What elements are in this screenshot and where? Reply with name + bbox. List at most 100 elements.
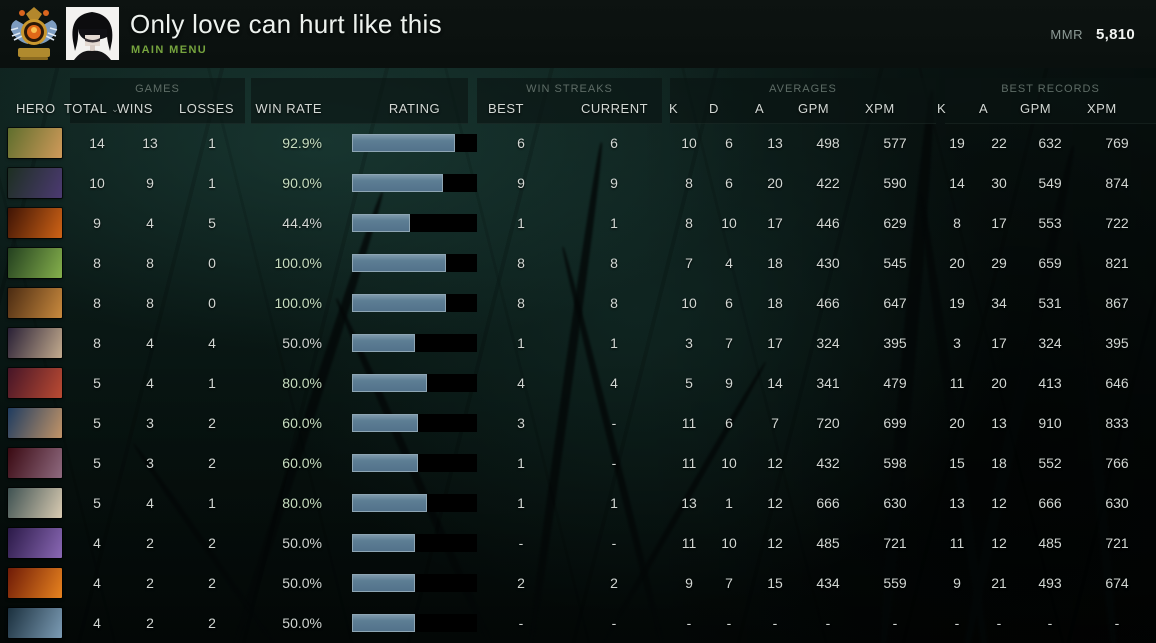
mmr-value: 5,810	[1095, 26, 1135, 43]
table-row[interactable]: 5 3 2 60.0% 1 - 11 10 12 432 598 15 18 552 766	[0, 443, 1156, 483]
column-header-losses[interactable]: LOSSES	[179, 101, 235, 116]
cell-losses: 2	[208, 535, 216, 551]
cell-hero	[8, 603, 62, 643]
hero-portrait[interactable]	[8, 168, 62, 198]
cell-total: 9	[93, 215, 101, 231]
cell-current: 1	[610, 335, 618, 351]
hero-portrait[interactable]	[8, 608, 62, 638]
column-header-current[interactable]: CURRENT	[581, 101, 649, 116]
column-header-wins[interactable]: WINS	[117, 101, 153, 116]
hero-portrait[interactable]	[8, 528, 62, 558]
cell-win-rate: 50.0%	[282, 615, 322, 631]
column-header-rating[interactable]: RATING	[388, 101, 441, 116]
column-header-avg-gpm[interactable]: GPM	[798, 101, 830, 116]
cell-win-rate: 60.0%	[282, 415, 322, 431]
cell-losses: 1	[208, 175, 216, 191]
rating-bar	[352, 534, 477, 552]
table-row[interactable]: 5 4 1 80.0% 4 4 5 9 14 341 479 11 20 413 646	[0, 363, 1156, 403]
table-row[interactable]: 14 13 1 92.9% 6 6 10 6 13 498 577 19 22 632 769	[0, 123, 1156, 163]
rating-bar-fill	[352, 174, 444, 192]
cell-current: 8	[610, 255, 618, 271]
table-row[interactable]: 8 8 0 100.0% 8 8 7 4 18 430 545 20 29 659 821	[0, 243, 1156, 283]
games-group-panel	[70, 78, 245, 124]
table-body: 14 13 1 92.9% 6 6 10 6 13 498 577 19 22 632 769 10 9 1 90.…	[0, 123, 1156, 643]
column-header-record-k[interactable]: K	[937, 101, 947, 116]
table-row[interactable]: 4 2 2 50.0% - - 11 10 12 485 721 11 12 485 721	[0, 523, 1156, 563]
cell-hero	[8, 523, 62, 563]
cell-avg-gpm: 324	[816, 335, 840, 351]
avatar[interactable]	[66, 7, 119, 60]
table-row[interactable]: 4 2 2 50.0% 2 2 9 7 15 434 559 9 21 493 674	[0, 563, 1156, 603]
cell-best: -	[518, 615, 524, 631]
column-header-best[interactable]: BEST	[488, 101, 524, 116]
column-header-avg-xpm[interactable]: XPM	[865, 101, 895, 116]
cell-avg-d: 6	[725, 175, 733, 191]
cell-avg-a: 14	[767, 375, 783, 391]
cell-current: -	[611, 415, 617, 431]
column-header-avg-k[interactable]: K	[669, 101, 679, 116]
cell-hero	[8, 363, 62, 403]
cell-best: 1	[517, 335, 525, 351]
cell-rec-xpm: 833	[1105, 415, 1129, 431]
cell-avg-k: 13	[681, 495, 697, 511]
cell-wins: 4	[146, 495, 154, 511]
hero-portrait[interactable]	[8, 568, 62, 598]
cell-avg-d: 10	[721, 535, 737, 551]
column-header-record-a[interactable]: A	[979, 101, 989, 116]
cell-rec-gpm: 493	[1038, 575, 1062, 591]
cell-total: 5	[93, 415, 101, 431]
cell-best: 6	[517, 135, 525, 151]
hero-portrait[interactable]	[8, 208, 62, 238]
cell-avg-d: 9	[725, 375, 733, 391]
hero-portrait[interactable]	[8, 248, 62, 278]
column-header-hero[interactable]: HERO	[16, 101, 56, 116]
column-header-record-gpm[interactable]: GPM	[1020, 101, 1052, 116]
column-header-avg-a[interactable]: A	[755, 101, 765, 116]
hero-portrait[interactable]	[8, 488, 62, 518]
cell-avg-a: 18	[767, 295, 783, 311]
column-header-record-xpm[interactable]: XPM	[1087, 101, 1117, 116]
mmr-display: MMR 5,810	[1050, 26, 1135, 43]
table-header: GAMES WIN STREAKS AVERAGES BEST RECORDS …	[0, 78, 1156, 124]
cell-avg-a: 20	[767, 175, 783, 191]
cell-hero	[8, 403, 62, 443]
table-row[interactable]: 8 8 0 100.0% 8 8 10 6 18 466 647 19 34 531 867	[0, 283, 1156, 323]
cell-best: 1	[517, 455, 525, 471]
cell-rec-xpm: 395	[1105, 335, 1129, 351]
column-header-avg-d[interactable]: D	[709, 101, 719, 116]
cell-avg-gpm: 422	[816, 175, 840, 191]
cell-current: 6	[610, 135, 618, 151]
cell-avg-k: 8	[685, 175, 693, 191]
sort-chevron-icon: ⌄	[111, 104, 120, 114]
table-row[interactable]: 5 4 1 80.0% 1 1 13 1 12 666 630 13 12 666 630	[0, 483, 1156, 523]
cell-rec-xpm: 867	[1105, 295, 1129, 311]
hero-portrait[interactable]	[8, 128, 62, 158]
hero-portrait[interactable]	[8, 448, 62, 478]
hero-portrait[interactable]	[8, 288, 62, 318]
cell-rec-gpm: 632	[1038, 135, 1062, 151]
cell-avg-xpm: 647	[883, 295, 907, 311]
cell-current: 1	[610, 495, 618, 511]
cell-losses: 1	[208, 495, 216, 511]
cell-rec-a: -	[996, 615, 1002, 631]
cell-total: 8	[93, 255, 101, 271]
table-row[interactable]: 10 9 1 90.0% 9 9 8 6 20 422 590 14 30 549 874	[0, 163, 1156, 203]
table-row[interactable]: 9 4 5 44.4% 1 1 8 10 17 446 629 8 17 553 722	[0, 203, 1156, 243]
cell-wins: 2	[146, 575, 154, 591]
cell-current: 2	[610, 575, 618, 591]
cell-rec-k: 11	[949, 535, 965, 551]
hero-portrait[interactable]	[8, 408, 62, 438]
column-header-total[interactable]: TOTAL ⌄	[64, 101, 130, 116]
rank-medal-icon[interactable]	[8, 6, 60, 62]
hero-portrait[interactable]	[8, 368, 62, 398]
cell-avg-gpm: 466	[816, 295, 840, 311]
cell-avg-xpm: 577	[883, 135, 907, 151]
cell-avg-k: 5	[685, 375, 693, 391]
cell-avg-xpm: 590	[883, 175, 907, 191]
hero-portrait[interactable]	[8, 328, 62, 358]
cell-avg-k: 11	[681, 415, 697, 431]
table-row[interactable]: 5 3 2 60.0% 3 - 11 6 7 720 699 20 13 910 833	[0, 403, 1156, 443]
table-row[interactable]: 8 4 4 50.0% 1 1 3 7 17 324 395 3 17 324 395	[0, 323, 1156, 363]
column-header-win-rate[interactable]: WIN RATE	[255, 101, 322, 116]
table-row[interactable]: 4 2 2 50.0% - - - - - - - - - - -	[0, 603, 1156, 643]
